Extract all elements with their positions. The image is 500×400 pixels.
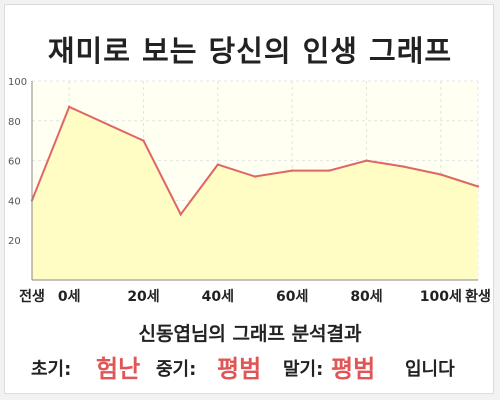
analysis-result: 초기: 험난 중기: 평범 말기: 평범 입니다 (0, 346, 500, 386)
analysis-heading: 신동엽님의 그래프 분석결과 (138, 323, 362, 345)
data-point (402, 165, 405, 168)
late-value: 평범 (331, 355, 376, 383)
data-point (439, 173, 443, 176)
x-tick-label: 환생 (465, 288, 491, 305)
early-label: 초기: (31, 359, 72, 380)
area-fill (32, 106, 478, 281)
data-point (216, 163, 220, 166)
data-point (67, 105, 71, 109)
x-tick-label: 전생 (19, 288, 45, 305)
ending-text: 입니다 (405, 359, 455, 380)
y-tick-label: 100 (8, 77, 27, 88)
data-point (290, 169, 294, 172)
data-point (328, 169, 331, 172)
late-label: 말기: (283, 359, 324, 380)
series-line (31, 105, 479, 217)
y-tick-label: 20 (8, 236, 21, 247)
x-tick-label: 100세 (420, 289, 462, 305)
x-tick-label: 60세 (276, 289, 308, 305)
data-point (476, 185, 480, 188)
y-tick-label: 40 (8, 196, 21, 207)
data-point (365, 159, 368, 162)
x-tick-label: 40세 (202, 289, 234, 305)
x-tick-label: 20세 (127, 289, 159, 305)
x-tick-label: 0세 (58, 289, 81, 305)
data-point (142, 139, 145, 142)
middle-value: 평범 (217, 355, 262, 383)
early-value: 험난 (96, 355, 141, 383)
data-point (253, 175, 257, 178)
page-title: 재미로 보는 당신의 인생 그래프 (47, 34, 453, 68)
y-tick-label: 80 (8, 117, 21, 128)
y-tick-label: 60 (8, 157, 21, 168)
middle-label: 중기: (156, 359, 197, 380)
x-tick-label: 80세 (350, 289, 382, 305)
data-point (179, 213, 182, 216)
